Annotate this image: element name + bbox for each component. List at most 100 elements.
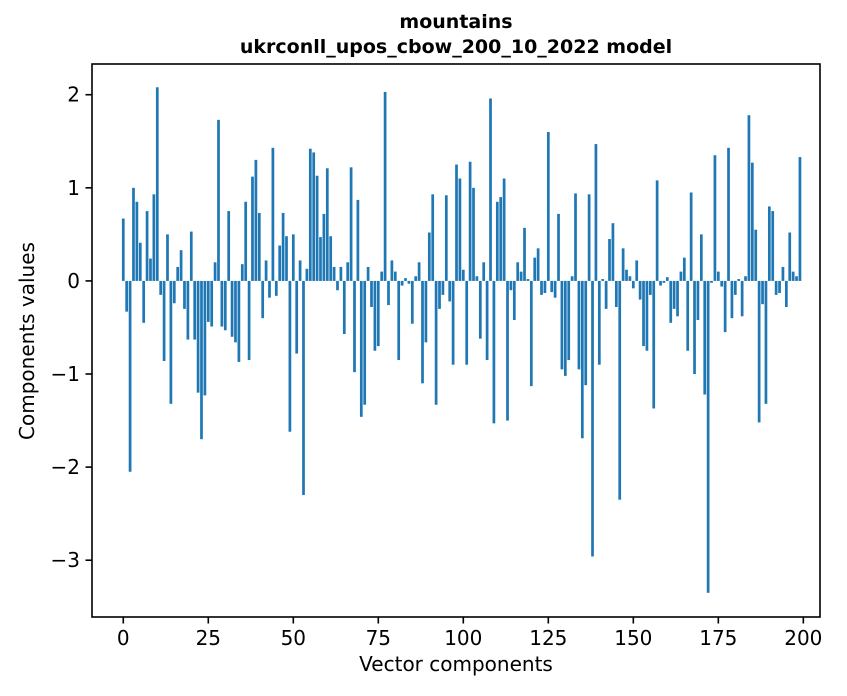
- bar: [441, 280, 445, 295]
- bar: [512, 280, 516, 321]
- bar: [461, 269, 465, 281]
- bar: [754, 229, 758, 281]
- bar: [268, 280, 271, 298]
- bar: [458, 178, 462, 281]
- bar: [342, 280, 346, 334]
- bar: [145, 211, 149, 281]
- chart-title: mountains ukrconll_upos_cbow_200_10_2022…: [92, 10, 820, 60]
- bar: [196, 280, 200, 393]
- bar: [523, 227, 526, 281]
- bar: [444, 195, 448, 281]
- bar: [308, 148, 312, 281]
- bar: [383, 91, 387, 281]
- bar: [676, 280, 679, 317]
- bar: [298, 260, 302, 281]
- bar: [251, 176, 254, 281]
- bar: [706, 280, 710, 593]
- bar: [618, 280, 622, 500]
- bar: [220, 280, 224, 327]
- bar: [611, 223, 615, 281]
- bar: [560, 280, 564, 370]
- bar: [346, 262, 350, 281]
- bar: [672, 280, 676, 309]
- bar: [247, 280, 251, 361]
- bar: [679, 271, 683, 281]
- bar: [652, 280, 656, 409]
- bar: [149, 258, 152, 281]
- y-tick-label: 2: [67, 83, 80, 107]
- bar: [155, 87, 159, 281]
- bar: [648, 280, 652, 295]
- bar: [553, 280, 557, 298]
- bar: [516, 262, 520, 281]
- chart-title-line2: ukrconll_upos_cbow_200_10_2022 model: [239, 36, 673, 58]
- bar: [183, 280, 186, 309]
- bar: [264, 260, 268, 281]
- bar: [424, 280, 428, 343]
- bar: [135, 201, 139, 281]
- bar: [696, 280, 700, 321]
- bar: [176, 266, 180, 281]
- bar: [240, 264, 244, 281]
- plot-border: [91, 63, 821, 618]
- bar: [152, 194, 156, 281]
- bar: [591, 280, 594, 557]
- bar: [217, 119, 220, 281]
- bar: [237, 280, 241, 362]
- bar: [655, 180, 659, 281]
- bar: [261, 280, 265, 319]
- bar: [478, 280, 482, 339]
- bar: [509, 280, 513, 291]
- bar: [349, 167, 353, 281]
- bar: [370, 280, 373, 307]
- bar: [529, 280, 533, 387]
- bar: [788, 232, 792, 281]
- bar: [193, 280, 197, 340]
- bar: [608, 239, 611, 281]
- bar: [733, 280, 737, 295]
- bar: [567, 280, 571, 361]
- bar: [448, 280, 452, 302]
- bar: [312, 152, 316, 281]
- x-axis-label: Vector components: [359, 652, 553, 676]
- bar: [203, 280, 207, 396]
- bar: [744, 276, 747, 281]
- bar: [387, 280, 390, 306]
- x-tick-label: 125: [529, 626, 567, 650]
- bar: [550, 280, 554, 293]
- bar: [577, 280, 581, 370]
- bar: [332, 266, 336, 281]
- y-axis-label: Components values: [15, 242, 39, 440]
- x-tick-label: 75: [366, 626, 391, 650]
- bar: [784, 280, 788, 307]
- bar: [200, 280, 203, 440]
- bar: [172, 280, 176, 304]
- bar: [169, 280, 173, 404]
- bar: [281, 212, 285, 281]
- bar: [771, 211, 775, 281]
- bar: [482, 262, 486, 281]
- bar: [693, 280, 696, 375]
- bar: [570, 276, 574, 281]
- bar: [128, 280, 132, 472]
- bar: [737, 279, 741, 281]
- bar: [574, 193, 577, 281]
- bar: [519, 271, 523, 281]
- bar: [322, 213, 326, 281]
- x-tick-label: 100: [444, 626, 482, 650]
- bar: [223, 280, 227, 331]
- bar: [438, 280, 441, 309]
- bar: [740, 280, 744, 317]
- bar: [274, 280, 278, 296]
- bar: [179, 250, 183, 281]
- bar: [162, 280, 166, 361]
- bar: [390, 260, 394, 281]
- bar: [499, 197, 503, 281]
- bar: [621, 248, 625, 281]
- bar: [659, 280, 662, 286]
- bar: [325, 168, 329, 281]
- bar: [625, 269, 628, 281]
- chart-title-line1: mountains: [399, 11, 513, 33]
